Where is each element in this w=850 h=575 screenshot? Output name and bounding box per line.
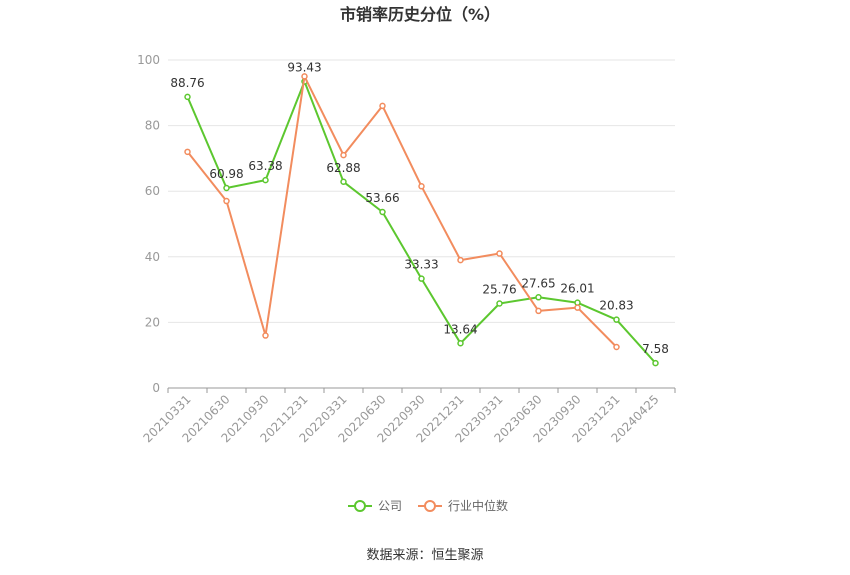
data-label: 88.76 [170,76,204,90]
series-point-1[interactable] [379,102,386,110]
data-labels: 88.76 60.98 63.38 93.43 62.88 53.66 33.33 13.64… [170,61,669,357]
series-point-0[interactable] [457,340,464,347]
data-label: 33.33 [404,258,438,272]
series-point-0[interactable] [379,208,386,216]
data-label: 93.43 [287,61,321,75]
legend-item-1[interactable]: 行业中位数 [418,498,508,513]
series-point-0[interactable] [652,359,659,367]
data-label: 13.64 [443,322,477,336]
series-point-1[interactable] [301,73,308,80]
series-layer [184,73,659,367]
y-tick-label: 80 [145,119,160,133]
y-tick-label: 20 [145,315,160,329]
series-point-0[interactable] [535,294,542,301]
data-label: 7.58 [642,342,669,356]
data-label: 26.01 [560,282,594,296]
series-point-1[interactable] [340,151,347,159]
series-point-1[interactable] [418,183,425,190]
series-point-1[interactable] [535,307,542,315]
data-label: 60.98 [209,167,243,181]
data-label: 20.83 [599,299,633,313]
axes: 0204060801002021033120210630202109302021… [137,53,676,445]
source-note: 数据来源：恒生聚源 [366,548,483,563]
y-tick-label: 40 [145,250,160,264]
legend[interactable]: 公司 行业中位数 [348,498,508,513]
legend-marker [424,500,436,512]
series-point-0[interactable] [418,275,425,282]
data-label: 62.88 [326,161,360,175]
legend-marker [354,500,366,512]
y-tick-label: 60 [145,184,160,198]
series-point-0[interactable] [340,178,347,186]
data-label: 25.76 [482,283,516,297]
series-point-0[interactable] [262,176,269,184]
y-tick-label: 0 [152,381,160,395]
legend-label: 公司 [378,499,402,513]
legend-label: 行业中位数 [448,498,508,513]
series-line-1 [186,75,618,348]
series-point-0[interactable] [223,184,230,192]
series-point-1[interactable] [613,343,620,351]
series-point-1[interactable] [223,197,230,205]
data-label: 53.66 [365,191,399,205]
legend-item-0[interactable]: 公司 [348,499,402,513]
series-point-1[interactable] [574,304,581,311]
series-point-0[interactable] [613,316,620,323]
data-label: 27.65 [521,276,555,290]
series-point-1[interactable] [184,148,191,156]
series-point-0[interactable] [496,300,503,307]
chart-title: 市销率历史分位（%） [340,5,500,24]
series-point-1[interactable] [496,250,503,257]
series-point-0[interactable] [184,93,191,101]
grid-lines [168,59,675,323]
series-line-0 [186,80,657,364]
series-point-1[interactable] [457,256,464,264]
y-tick-label: 100 [137,53,160,67]
data-label: 63.38 [248,159,282,173]
series-point-1[interactable] [262,332,269,339]
